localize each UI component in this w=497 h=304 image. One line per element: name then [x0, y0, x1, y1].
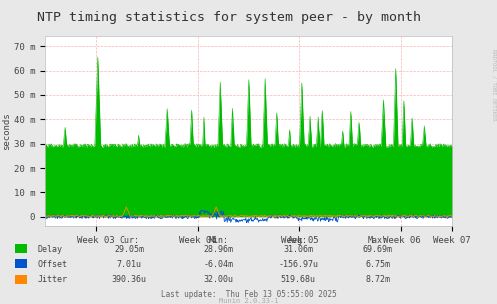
Y-axis label: seconds: seconds	[1, 113, 11, 150]
Text: Min:: Min:	[209, 236, 229, 245]
Text: 6.75m: 6.75m	[365, 260, 390, 269]
Text: 7.01u: 7.01u	[117, 260, 142, 269]
Text: Jitter: Jitter	[37, 275, 67, 284]
Text: 31.06m: 31.06m	[283, 245, 313, 254]
Text: Cur:: Cur:	[119, 236, 139, 245]
Text: -156.97u: -156.97u	[278, 260, 318, 269]
Text: 32.00u: 32.00u	[204, 275, 234, 284]
Text: Last update:  Thu Feb 13 05:55:00 2025: Last update: Thu Feb 13 05:55:00 2025	[161, 290, 336, 299]
Text: Avg:: Avg:	[288, 236, 308, 245]
Text: 390.36u: 390.36u	[112, 275, 147, 284]
Text: 29.05m: 29.05m	[114, 245, 144, 254]
Text: 8.72m: 8.72m	[365, 275, 390, 284]
Text: Max:: Max:	[368, 236, 388, 245]
Text: Delay: Delay	[37, 245, 62, 254]
Text: Munin 2.0.33-1: Munin 2.0.33-1	[219, 298, 278, 304]
Text: -6.04m: -6.04m	[204, 260, 234, 269]
Text: RRDTOOL / TOBI OETIKER: RRDTOOL / TOBI OETIKER	[491, 49, 496, 121]
Text: 519.68u: 519.68u	[281, 275, 316, 284]
Text: 28.96m: 28.96m	[204, 245, 234, 254]
Text: 69.69m: 69.69m	[363, 245, 393, 254]
Text: NTP timing statistics for system peer - by month: NTP timing statistics for system peer - …	[37, 11, 420, 24]
Text: Offset: Offset	[37, 260, 67, 269]
